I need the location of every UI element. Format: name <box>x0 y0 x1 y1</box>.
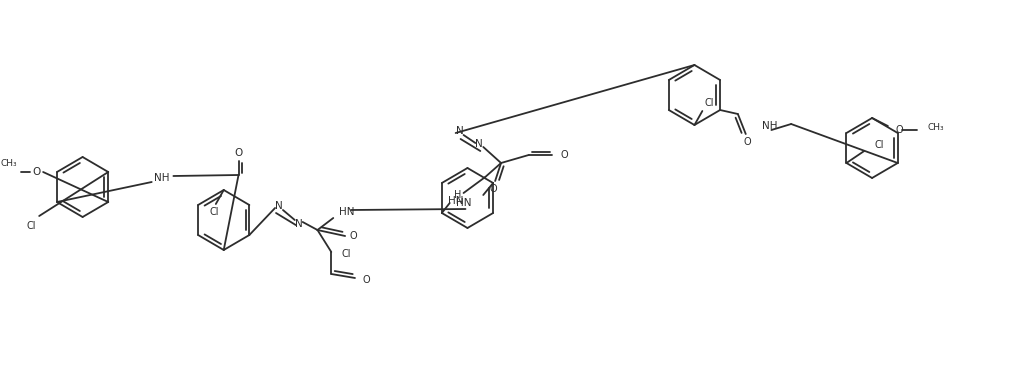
Text: Cl: Cl <box>342 249 351 259</box>
Text: NH: NH <box>153 173 170 183</box>
Text: CH₃: CH₃ <box>927 123 944 132</box>
Text: HN: HN <box>456 198 471 208</box>
Text: Cl: Cl <box>704 98 714 108</box>
Text: N: N <box>275 201 283 211</box>
Text: O: O <box>560 150 568 160</box>
Text: HN: HN <box>340 207 355 217</box>
Text: NH: NH <box>761 121 777 131</box>
Text: O: O <box>744 137 751 147</box>
Text: H: H <box>454 190 461 200</box>
Text: Cl: Cl <box>209 207 218 217</box>
Text: Cl: Cl <box>27 221 36 231</box>
Text: CH₃: CH₃ <box>1 159 17 168</box>
Text: O: O <box>32 167 40 177</box>
Text: N: N <box>456 126 463 136</box>
Text: O: O <box>349 231 357 241</box>
Text: N: N <box>475 139 484 149</box>
Text: O: O <box>896 125 903 135</box>
Text: O: O <box>363 275 370 285</box>
Text: N: N <box>295 219 303 229</box>
Text: O: O <box>235 148 243 158</box>
Text: HN: HN <box>448 196 463 206</box>
Text: Cl: Cl <box>874 140 884 150</box>
Text: O: O <box>490 184 497 194</box>
